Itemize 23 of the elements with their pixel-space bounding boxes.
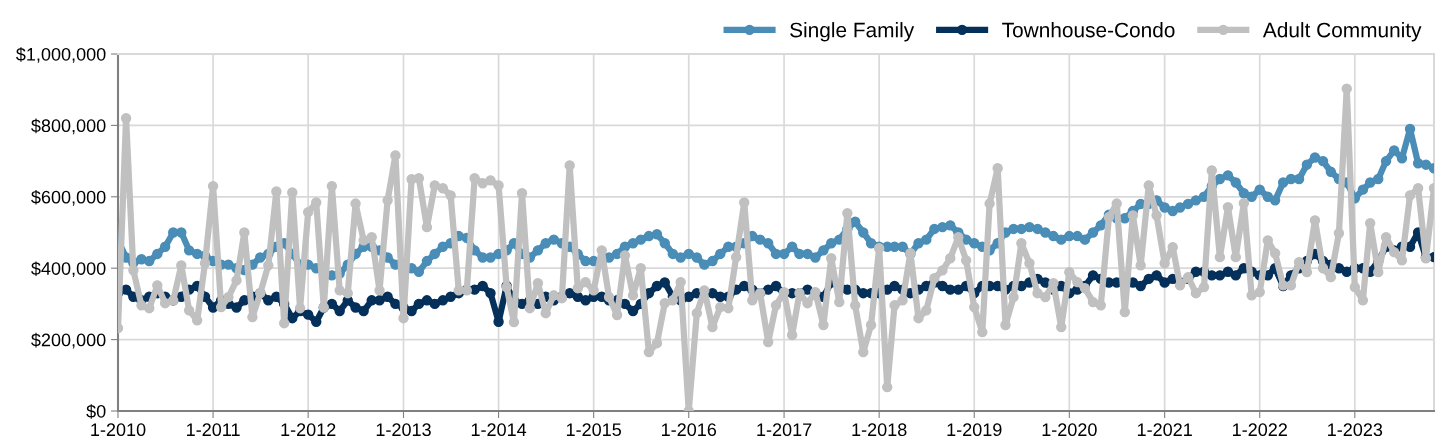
y-tick-label: $1,000,000: [16, 47, 106, 63]
x-tick-label: 1-2023: [1328, 423, 1383, 437]
x-tick-label: 1-2011: [187, 423, 240, 437]
x-tick-label: 1-2018: [852, 423, 907, 437]
x-tick-label: 1-2019: [947, 423, 1002, 437]
legend-label: Single Family: [790, 22, 915, 42]
x-tick-label: 1-2014: [471, 423, 527, 437]
x-tick-label: 1-2020: [1042, 423, 1097, 437]
x-tick-label: 1-2017: [757, 423, 812, 437]
x-tick-label: 1-2015: [566, 423, 622, 437]
x-tick-label: 1-2010: [91, 423, 146, 437]
legend-label: Townhouse-Condo: [1002, 22, 1175, 38]
x-tick-label: 1-2012: [281, 423, 336, 437]
x-tick-label: 1-2022: [1233, 423, 1287, 437]
x-tick-label: 1-2021: [1137, 423, 1192, 437]
legend-label: Adult Community: [1262, 22, 1422, 42]
y-tick-label: $200,000: [31, 332, 106, 349]
x-tick-label: 1-2016: [662, 423, 717, 437]
x-tick-label: 1-2013: [376, 423, 431, 437]
y-tick-label: $800,000: [31, 118, 106, 135]
y-tick-label: $0: [86, 404, 106, 419]
y-tick-label: $600,000: [31, 189, 106, 206]
y-tick-label: $400,000: [31, 261, 106, 278]
